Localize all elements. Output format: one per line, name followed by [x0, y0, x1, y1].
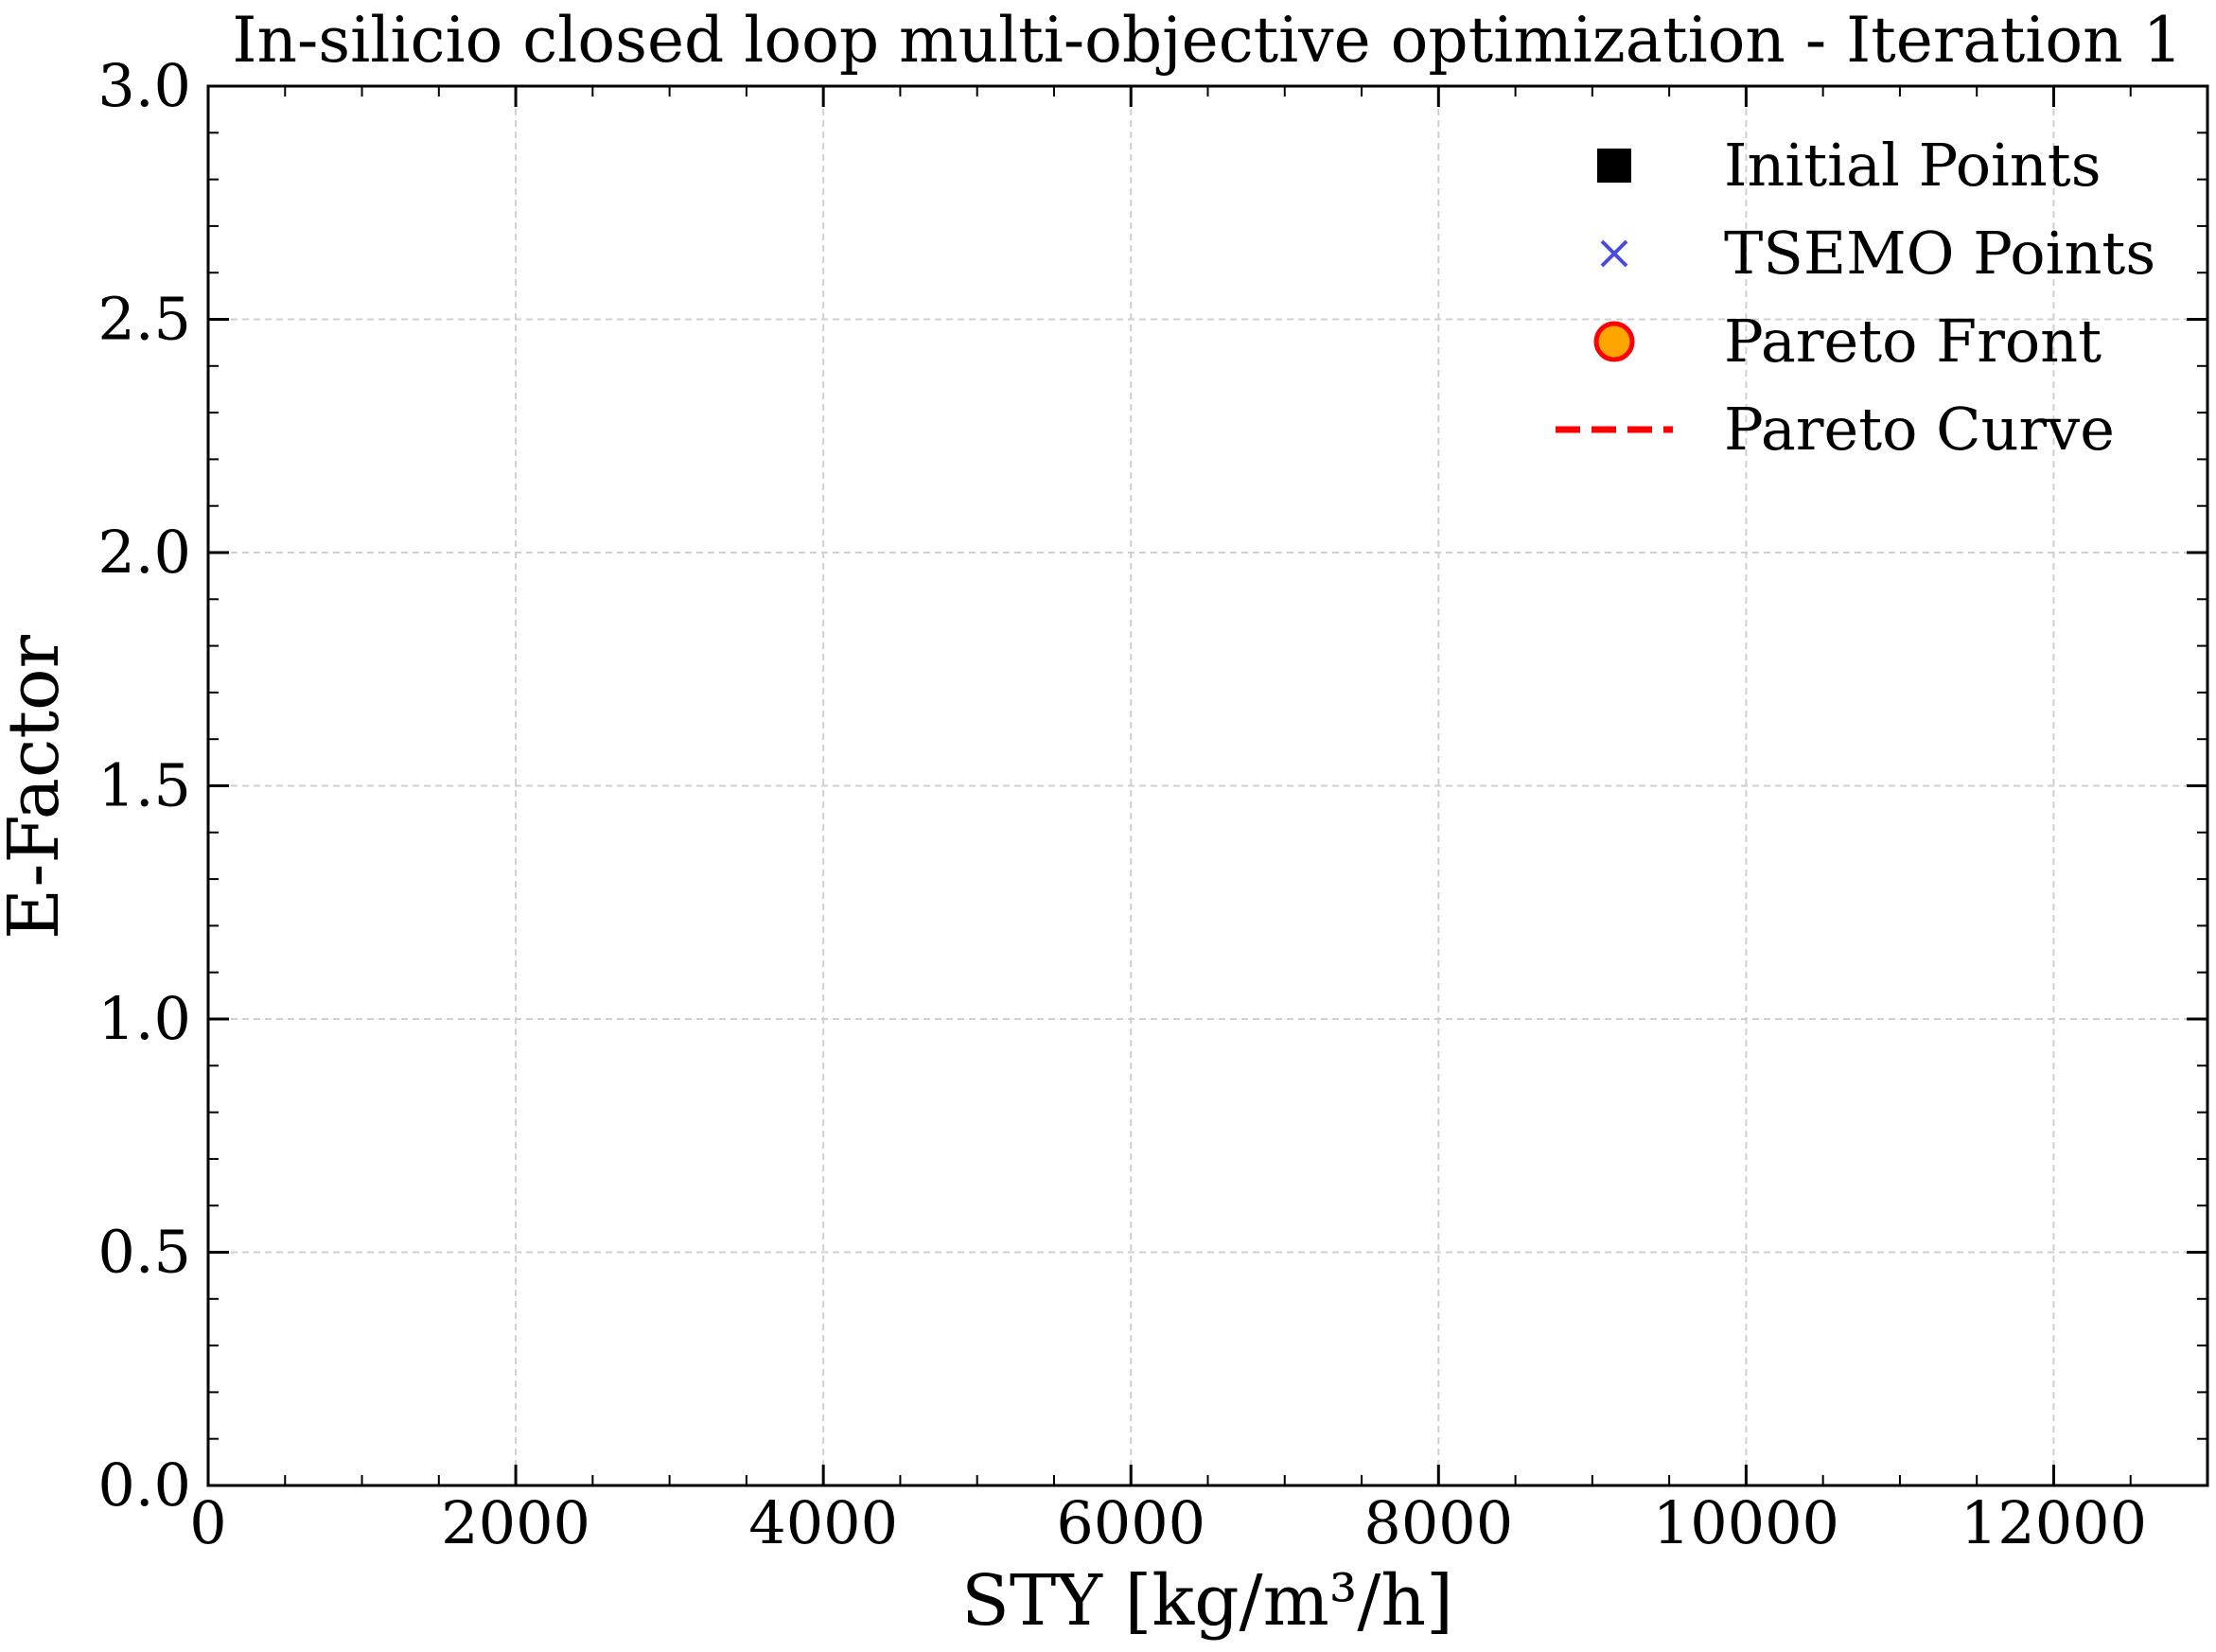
x-axis-label: STY [kg/m³/h]	[961, 1560, 1453, 1642]
chart-title: In-silicio closed loop multi-objective o…	[232, 4, 2182, 77]
y-tick-label: 3.0	[97, 51, 191, 120]
axis-ticks	[206, 84, 2208, 1487]
y-tick-label: 1.0	[97, 984, 191, 1053]
x-tick-label: 10000	[1653, 1488, 1839, 1557]
legend-square-marker-icon	[1597, 149, 1631, 183]
legend-label: Pareto Front	[1724, 307, 2102, 376]
y-axis-label: E-Factor	[0, 634, 75, 940]
legend-circle-marker-icon	[1593, 321, 1635, 362]
plot-frame	[206, 84, 2209, 1487]
y-tick-label: 1.5	[97, 751, 191, 820]
legend-label: Initial Points	[1724, 131, 2102, 200]
grid	[208, 86, 2207, 1485]
legend-x-marker-icon	[1600, 239, 1628, 268]
y-tick-label: 2.0	[97, 518, 191, 587]
y-tick-label: 0.5	[97, 1218, 191, 1287]
y-tick-labels: 0.0 0.5 1.0 1.5 2.0 2.5 3.0	[97, 51, 191, 1520]
x-tick-label: 12000	[1961, 1488, 2147, 1557]
x-tick-label: 8000	[1363, 1488, 1513, 1557]
x-tick-label: 0	[189, 1488, 226, 1557]
legend-label: TSEMO Points	[1724, 219, 2155, 288]
x-tick-label: 2000	[441, 1488, 590, 1557]
y-tick-label: 2.5	[97, 285, 191, 354]
x-tick-label: 4000	[748, 1488, 898, 1557]
x-tick-label: 6000	[1056, 1488, 1205, 1557]
legend: Initial Points TSEMO Points Pareto Front Pa…	[1556, 131, 2155, 464]
y-tick-label: 0.0	[97, 1450, 191, 1520]
x-tick-labels: 0 2000 4000 6000 8000 10000 12000	[189, 1488, 2147, 1557]
legend-label: Pareto Curve	[1724, 395, 2115, 464]
legend-x-stroke	[1600, 239, 1628, 268]
